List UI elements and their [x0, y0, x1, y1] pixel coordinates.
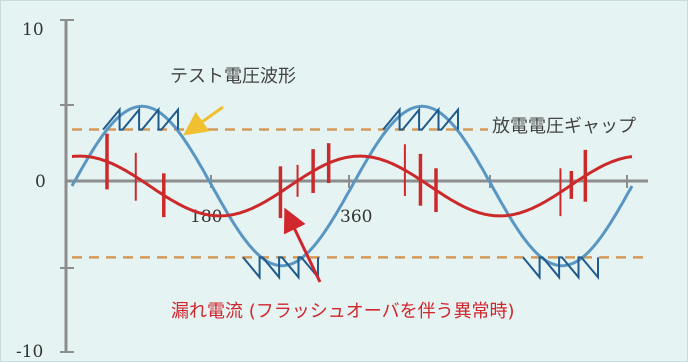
y-tick-label-10: 10: [22, 20, 44, 40]
sawtooth-burst-2: [242, 256, 319, 281]
leakage-label: 漏れ電流 (フラッシュオーバを伴う異常時): [171, 301, 515, 322]
sawtooth-burst-4: [522, 256, 599, 281]
discharge-spike-group: [105, 133, 588, 219]
y-tick-label-minus-10: -10: [16, 342, 43, 362]
gap-label: 放電電圧ギャップ: [492, 116, 636, 137]
test-voltage-label: テスト電圧波形: [170, 66, 296, 87]
test-voltage-series: [70, 104, 634, 268]
test-voltage-arrow: [183, 105, 224, 136]
y-tick-label-0: 0: [35, 172, 46, 192]
sawtooth-burst-1: [102, 106, 179, 131]
x-tick-label-360: 360: [340, 207, 372, 227]
leakage-arrow: [283, 207, 322, 283]
discharge-sawtooth-group: [102, 106, 599, 281]
sawtooth-burst-3: [382, 106, 459, 131]
